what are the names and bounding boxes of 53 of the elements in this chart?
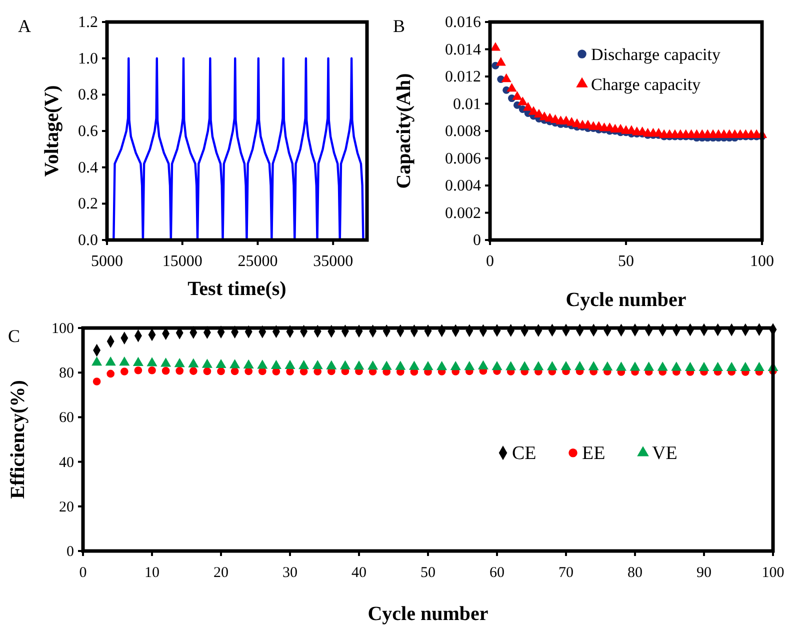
legend-label: Charge capacity (591, 75, 702, 94)
y-tick-label: 0.01 (453, 96, 481, 113)
x-tick-label: 50 (420, 565, 436, 581)
chart-title: B (393, 16, 406, 36)
legend-label: VE (652, 442, 678, 464)
x-tick-label: 80 (628, 565, 642, 581)
x-tick-label: 90 (696, 565, 712, 581)
y-axis-title: Voltage(V) (41, 85, 63, 177)
legend-label: CE (512, 442, 536, 464)
x-tick-label: 30 (282, 565, 298, 581)
x-tick-label: 25000 (238, 253, 278, 270)
chart-title: A (18, 16, 31, 36)
y-tick-label: 0.004 (445, 178, 481, 194)
x-tick-label: 40 (352, 565, 366, 581)
y-tick-label: 0.6 (78, 123, 98, 140)
x-tick-label: 0 (486, 253, 494, 270)
y-tick-label: 100 (52, 321, 74, 337)
y-axis-title: Capacity(Ah) (393, 73, 415, 189)
x-tick-label: 20 (214, 565, 228, 581)
y-tick-label: 1.0 (78, 50, 98, 68)
y-tick-label: 0.0 (78, 232, 98, 249)
legend-label: Discharge capacity (591, 45, 721, 64)
x-tick-label: 5000 (91, 253, 123, 270)
y-tick-label: 0.4 (78, 159, 98, 176)
y-tick-label: 0.016 (445, 14, 481, 31)
y-tick-label: 40 (59, 454, 74, 471)
y-tick-label: 0.2 (78, 196, 98, 213)
y-tick-label: 0.012 (445, 68, 481, 86)
x-axis-title: Cycle number (566, 289, 686, 311)
y-tick-label: 0.008 (445, 123, 481, 140)
x-tick-label: 35000 (313, 253, 354, 270)
y-tick-label: 1.2 (78, 14, 98, 31)
y-tick-label: 80 (59, 366, 74, 382)
y-axis-title: Efficiency(%) (7, 380, 29, 499)
x-tick-label: 50 (618, 253, 634, 270)
y-tick-label: 0 (66, 544, 74, 560)
y-tick-label: 60 (59, 410, 74, 426)
x-axis-title: Test time(s) (188, 278, 286, 300)
y-tick-label: 0.8 (78, 86, 98, 104)
y-tick-label: 0 (473, 232, 481, 249)
chart-title: C (8, 326, 20, 346)
x-tick-label: 10 (144, 565, 160, 581)
x-tick-label: 15000 (162, 253, 202, 270)
y-tick-label: 0.002 (445, 204, 481, 222)
y-tick-label: 20 (59, 499, 74, 516)
y-tick-label: 0.006 (445, 150, 481, 168)
x-tick-label: 60 (490, 565, 504, 581)
x-axis-title: Cycle number (368, 603, 488, 625)
x-tick-label: 100 (750, 253, 774, 270)
x-tick-label: 100 (762, 565, 784, 581)
x-tick-label: 70 (558, 565, 574, 581)
legend-label: EE (582, 442, 606, 464)
y-tick-label: 0.014 (445, 41, 481, 58)
